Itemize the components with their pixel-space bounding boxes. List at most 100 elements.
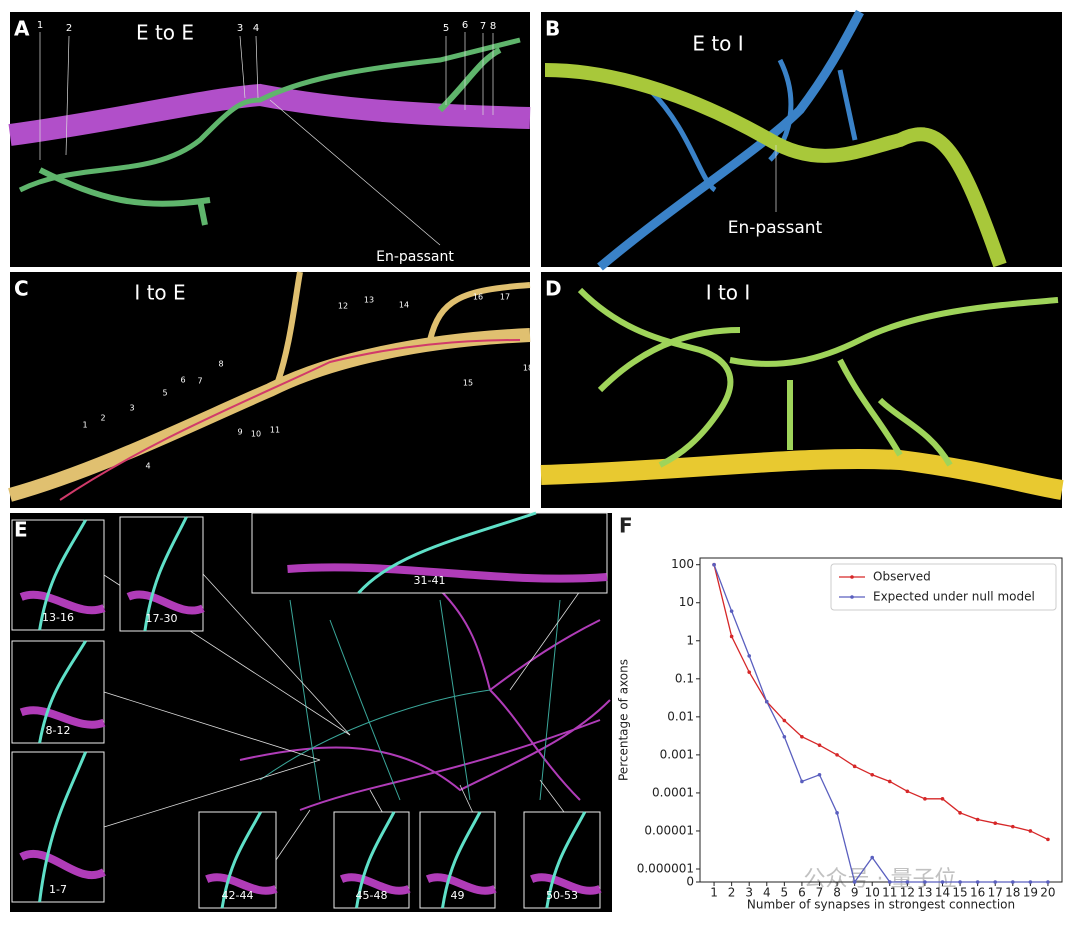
number-label: 4 (145, 462, 150, 471)
inset (11, 751, 105, 903)
y-axis-label: Percentage of axons (617, 659, 631, 781)
point (1046, 880, 1050, 884)
y-tick-label: 100 (671, 557, 694, 571)
point (852, 880, 857, 884)
number-label: 7 (197, 377, 202, 386)
number-label: 5 (162, 389, 167, 398)
point (729, 609, 734, 613)
number-label: 8 (490, 21, 496, 32)
point (747, 670, 752, 674)
point (1010, 880, 1015, 884)
number-label: 5 (443, 23, 449, 34)
axon (38, 519, 87, 631)
series-line (713, 564, 1049, 840)
axon (220, 811, 262, 909)
number-label: 4 (253, 23, 259, 34)
inset-label: 42-44 (222, 889, 254, 902)
y-tick-label: 10 (679, 595, 694, 609)
y-tick-label: 0.1 (675, 671, 694, 685)
point (870, 855, 875, 860)
panel-title: I to I (706, 281, 751, 305)
panel-label: A (14, 17, 30, 41)
point (940, 797, 945, 801)
x-tick-label: 7 (816, 886, 824, 900)
axon (38, 47, 502, 226)
inset-label: 45-48 (356, 889, 388, 902)
panel-label: C (14, 277, 29, 301)
number-label: 3 (237, 23, 243, 34)
point (835, 753, 839, 757)
x-tick-label: 13 (917, 886, 932, 900)
x-tick-label: 17 (988, 886, 1003, 900)
inset-label: 49 (451, 889, 465, 902)
point (870, 772, 875, 777)
plot-frame (699, 557, 1063, 883)
number-label: 11 (270, 426, 280, 435)
legend-label: Expected under null model (873, 590, 1035, 604)
annotation: En-passant (728, 218, 823, 238)
point (887, 779, 892, 784)
x-tick-label: 18 (1005, 886, 1020, 900)
x-tick-label: 8 (833, 886, 841, 900)
axon (143, 516, 188, 632)
inset-label: 50-53 (546, 889, 578, 902)
dendrite (19, 590, 106, 615)
point (800, 734, 804, 739)
dendrite (287, 563, 608, 583)
legend-box (830, 563, 1057, 611)
panel-title: I to E (134, 281, 185, 305)
legend-label: Observed (873, 570, 931, 584)
point (729, 634, 734, 639)
inset (419, 811, 496, 909)
dendrite (425, 873, 497, 895)
number-label: 9 (237, 428, 242, 437)
neuron (239, 589, 611, 811)
number-label: 7 (480, 21, 486, 32)
dendrite (544, 63, 1007, 268)
dendrite (19, 706, 106, 729)
y-tick-label: 0.000001 (637, 862, 694, 876)
point (782, 718, 787, 723)
leader (65, 35, 70, 156)
x-tick-label: 6 (798, 886, 806, 900)
number-label: 17 (500, 293, 510, 302)
y-tick-label: 0.001 (660, 747, 694, 761)
axon (38, 751, 87, 903)
dendrite (540, 449, 1064, 500)
x-tick-label: 12 (900, 886, 915, 900)
point (817, 772, 822, 777)
number-label: 2 (66, 23, 72, 34)
point (958, 880, 962, 884)
x-tick-label: 15 (952, 886, 967, 900)
point (923, 880, 927, 884)
x-tick-label: 4 (763, 886, 771, 900)
number-label: 15 (463, 379, 473, 388)
legend-marker (850, 595, 854, 599)
point (800, 779, 804, 784)
leader (239, 35, 246, 99)
point (1046, 837, 1050, 842)
dendrite (530, 873, 602, 895)
leader (255, 35, 259, 99)
legend-marker (850, 575, 854, 579)
point (712, 562, 716, 567)
insets: 13-16 17-30 31-41 8-12 1-7 42-44 45-48 49 50-53 (11, 511, 608, 909)
axon (441, 811, 482, 909)
inset-label: 8-12 (46, 724, 71, 737)
x-tick-label: 1 (710, 886, 718, 900)
x-tick-label: 20 (1040, 886, 1055, 900)
watermark: 公众号 · 量子位 (804, 867, 957, 892)
number-label: 2 (100, 414, 105, 423)
axon (357, 511, 537, 594)
axon (59, 339, 521, 501)
point (852, 764, 857, 769)
panel-title: E to E (136, 21, 194, 45)
panel-label: B (545, 17, 560, 41)
annotation: En-passant (376, 249, 454, 265)
number-label: 8 (218, 360, 223, 369)
x-tick-label: 16 (970, 886, 985, 900)
point (835, 811, 839, 815)
